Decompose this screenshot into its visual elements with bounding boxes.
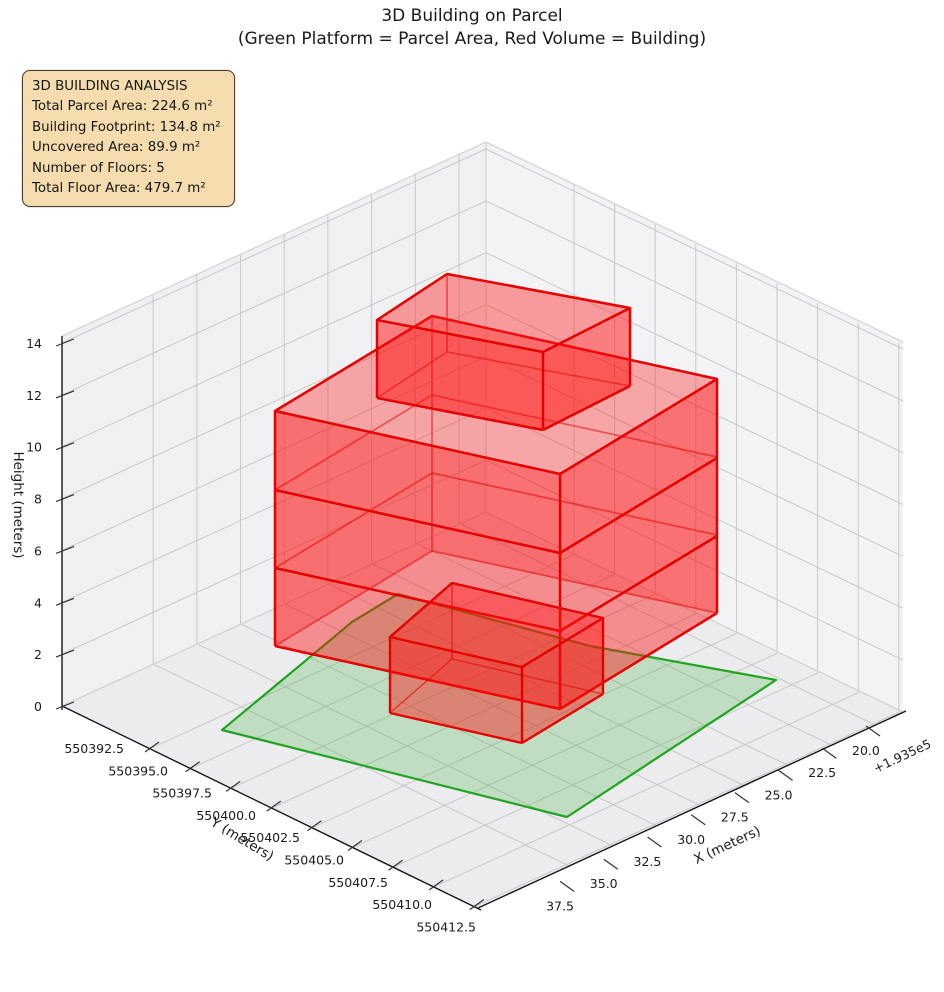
building-lower-box (388, 581, 605, 745)
z-tick-label: 4 (34, 595, 42, 610)
z-axis-label: Height (meters) (10, 451, 26, 558)
info-line-floors: Number of Floors: 5 (32, 160, 165, 176)
y-tick-label: 550392.5 (64, 741, 124, 756)
z-tick-label: 6 (34, 543, 42, 558)
x-tick-label: 22.5 (808, 765, 836, 780)
x-tick-label: 27.5 (721, 810, 749, 825)
x-tick-label: 30.0 (677, 832, 705, 847)
info-heading: 3D BUILDING ANALYSIS (32, 79, 188, 94)
z-tick-label: 0 (34, 699, 42, 714)
z-tick-label: 14 (26, 336, 42, 351)
x-axis-offset-text: +1.935e5 (871, 736, 933, 776)
x-tick-label: 20.0 (852, 743, 880, 758)
y-tick-label: 550395.0 (108, 763, 168, 778)
info-line-parcel-area: Total Parcel Area: 224.6 m² (32, 99, 213, 115)
z-tick-label: 2 (34, 647, 42, 662)
analysis-info-box: 3D BUILDING ANALYSIS Total Parcel Area: … (22, 70, 235, 208)
x-tick-label: 37.5 (546, 898, 574, 913)
x-tick-label: 32.5 (634, 854, 662, 869)
y-tick-label: 550407.5 (328, 875, 388, 890)
building-upper-box (375, 272, 632, 432)
x-tick-label: 25.0 (765, 787, 793, 802)
y-tick-label: 550402.5 (240, 830, 300, 845)
y-tick-label: 550405.0 (284, 853, 344, 868)
info-line-floor-area: Total Floor Area: 479.7 m² (32, 181, 206, 197)
y-tick-label: 550410.0 (372, 897, 432, 912)
chart-title: 3D Building on Parcel (381, 6, 563, 26)
z-tick-label: 12 (26, 388, 42, 403)
y-tick-label: 550412.5 (416, 919, 476, 934)
chart-subtitle: (Green Platform = Parcel Area, Red Volum… (237, 29, 707, 49)
x-tick-label: 35.0 (590, 876, 618, 891)
z-tick-label: 10 (26, 440, 42, 455)
y-tick-label: 550400.0 (196, 808, 256, 823)
z-axis: 0 2 4 6 8 10 12 14 Height (meters) (10, 336, 75, 714)
info-line-footprint: Building Footprint: 134.8 m² (32, 119, 221, 135)
y-tick-label: 550397.5 (152, 786, 212, 801)
z-tick-label: 8 (34, 492, 42, 507)
parcel-platform (220, 592, 778, 819)
info-line-uncovered: Uncovered Area: 89.9 m² (32, 140, 201, 156)
